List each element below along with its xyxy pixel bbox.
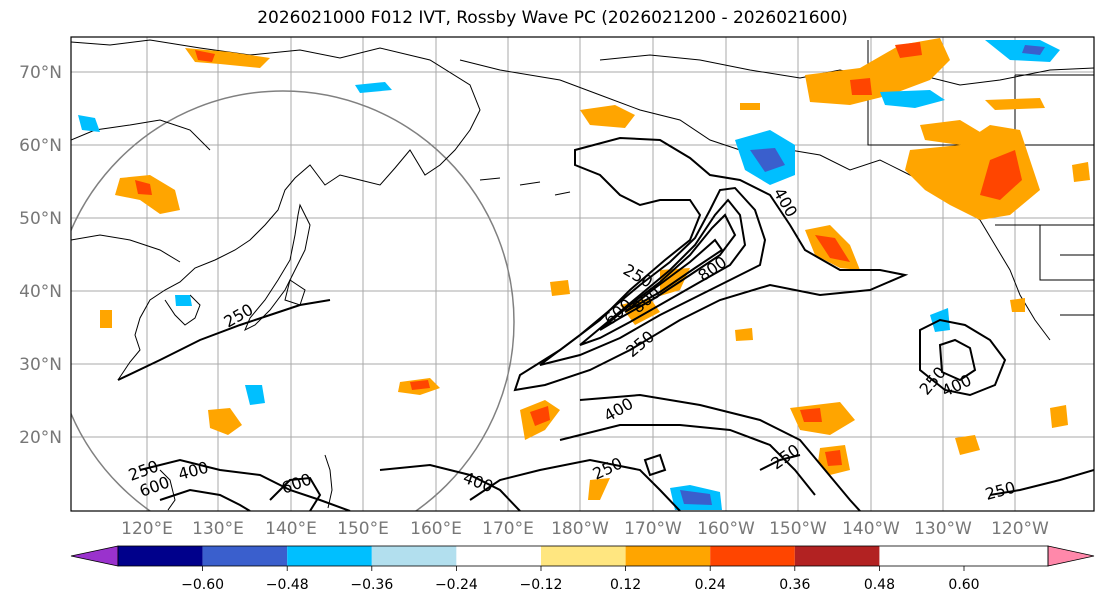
shade-red — [530, 406, 550, 426]
ivt-contours — [117, 136, 1094, 511]
shade-orange — [100, 310, 112, 328]
map-area — [71, 37, 1094, 511]
colorbar-swatch — [625, 546, 711, 566]
lon-label-140w: 140°W — [842, 519, 900, 539]
colorbar-tick: 0.48 — [864, 577, 895, 593]
shade-orange — [580, 105, 635, 128]
shade-orange — [735, 328, 753, 341]
shade-dark-blue — [750, 148, 785, 172]
colorbar-outline — [117, 545, 1049, 567]
lat-label-20n: 20°N — [19, 428, 62, 448]
shade-red — [815, 235, 850, 262]
shade-red — [980, 150, 1022, 200]
colorbar-extend-low — [70, 545, 119, 567]
shade-red — [850, 78, 872, 95]
map-title: 2026021000 F012 IVT, Rossby Wave PC (202… — [257, 8, 848, 28]
rossby-wave-region-circle — [71, 90, 515, 511]
shade-dark-blue — [680, 490, 712, 505]
shade-orange — [985, 98, 1045, 110]
shade-orange — [1072, 162, 1090, 182]
colorbar-tick: 0.12 — [610, 577, 641, 593]
colorbar-tick: 0.36 — [779, 577, 810, 593]
lat-label-30n: 30°N — [19, 355, 62, 375]
lon-label-170e: 170°E — [482, 519, 534, 539]
shade-blue — [880, 90, 945, 108]
colorbar-tick: 0.60 — [948, 577, 979, 593]
lat-label-70n: 70°N — [19, 63, 62, 83]
colorbar-tick: 0.24 — [695, 577, 726, 593]
shade-orange — [905, 125, 1040, 220]
latitude-labels: 70°N 60°N 50°N 40°N 30°N 20°N — [19, 63, 62, 448]
lon-label-120e: 120°E — [121, 519, 173, 539]
shade-blue — [78, 115, 100, 132]
colorbar-tick: −0.36 — [350, 577, 393, 593]
shade-red — [800, 408, 822, 422]
lon-label-180w: 180°W — [551, 519, 609, 539]
shade-blue — [245, 385, 265, 405]
shade-blue — [985, 40, 1060, 62]
lon-label-160w: 160°W — [697, 519, 755, 539]
colorbar-tick: −0.60 — [181, 577, 224, 593]
colorbar-swatch — [456, 546, 541, 566]
shade-orange — [1010, 298, 1025, 312]
colorbar-tick: −0.24 — [435, 577, 478, 593]
shade-orange — [550, 280, 570, 296]
lat-label-40n: 40°N — [19, 282, 62, 302]
colorbar-tick: −0.48 — [266, 577, 309, 593]
lat-label-50n: 50°N — [19, 209, 62, 229]
shade-red — [135, 180, 152, 195]
shade-orange — [955, 435, 980, 455]
colorbar: −0.60 −0.48 −0.36 −0.24 −0.12 0.12 0.24 … — [70, 545, 1095, 593]
shade-red — [825, 450, 842, 466]
colorbar-tick: −0.12 — [520, 577, 563, 593]
shade-orange — [740, 103, 760, 110]
lon-label-160e: 160°E — [410, 519, 462, 539]
colorbar-swatch — [710, 546, 795, 566]
shade-orange — [588, 478, 610, 500]
shade-red — [895, 42, 922, 58]
lon-label-150w: 150°W — [769, 519, 827, 539]
graticule — [71, 37, 1094, 511]
colorbar-swatch — [541, 546, 626, 566]
shade-red — [410, 380, 430, 390]
lat-label-60n: 60°N — [19, 136, 62, 156]
longitude-labels: 120°E 130°E 140°E 150°E 160°E 170°E 180°… — [121, 519, 1049, 539]
lon-label-130w: 130°W — [914, 519, 972, 539]
lon-label-130e: 130°E — [192, 519, 244, 539]
shade-blue — [355, 82, 392, 93]
colorbar-swatch — [287, 546, 372, 566]
lon-label-170w: 170°W — [624, 519, 682, 539]
lon-label-120w: 120°W — [991, 519, 1049, 539]
colorbar-swatch — [371, 546, 457, 566]
colorbar-swatch — [794, 546, 880, 566]
shade-red — [195, 50, 215, 62]
shade-orange — [920, 120, 985, 145]
colorbar-swatch — [202, 546, 288, 566]
map-frame — [70, 36, 1095, 512]
shade-orange — [208, 408, 242, 435]
colorbar-extend-high — [1047, 545, 1095, 567]
shade-dark-blue — [1022, 45, 1045, 55]
lon-label-150e: 150°E — [337, 519, 389, 539]
colorbar-swatch — [118, 546, 203, 566]
ivt-anomaly-shading — [78, 38, 1090, 510]
shade-blue — [175, 295, 192, 306]
shade-orange — [1050, 405, 1068, 428]
lon-label-140e: 140°E — [265, 519, 317, 539]
